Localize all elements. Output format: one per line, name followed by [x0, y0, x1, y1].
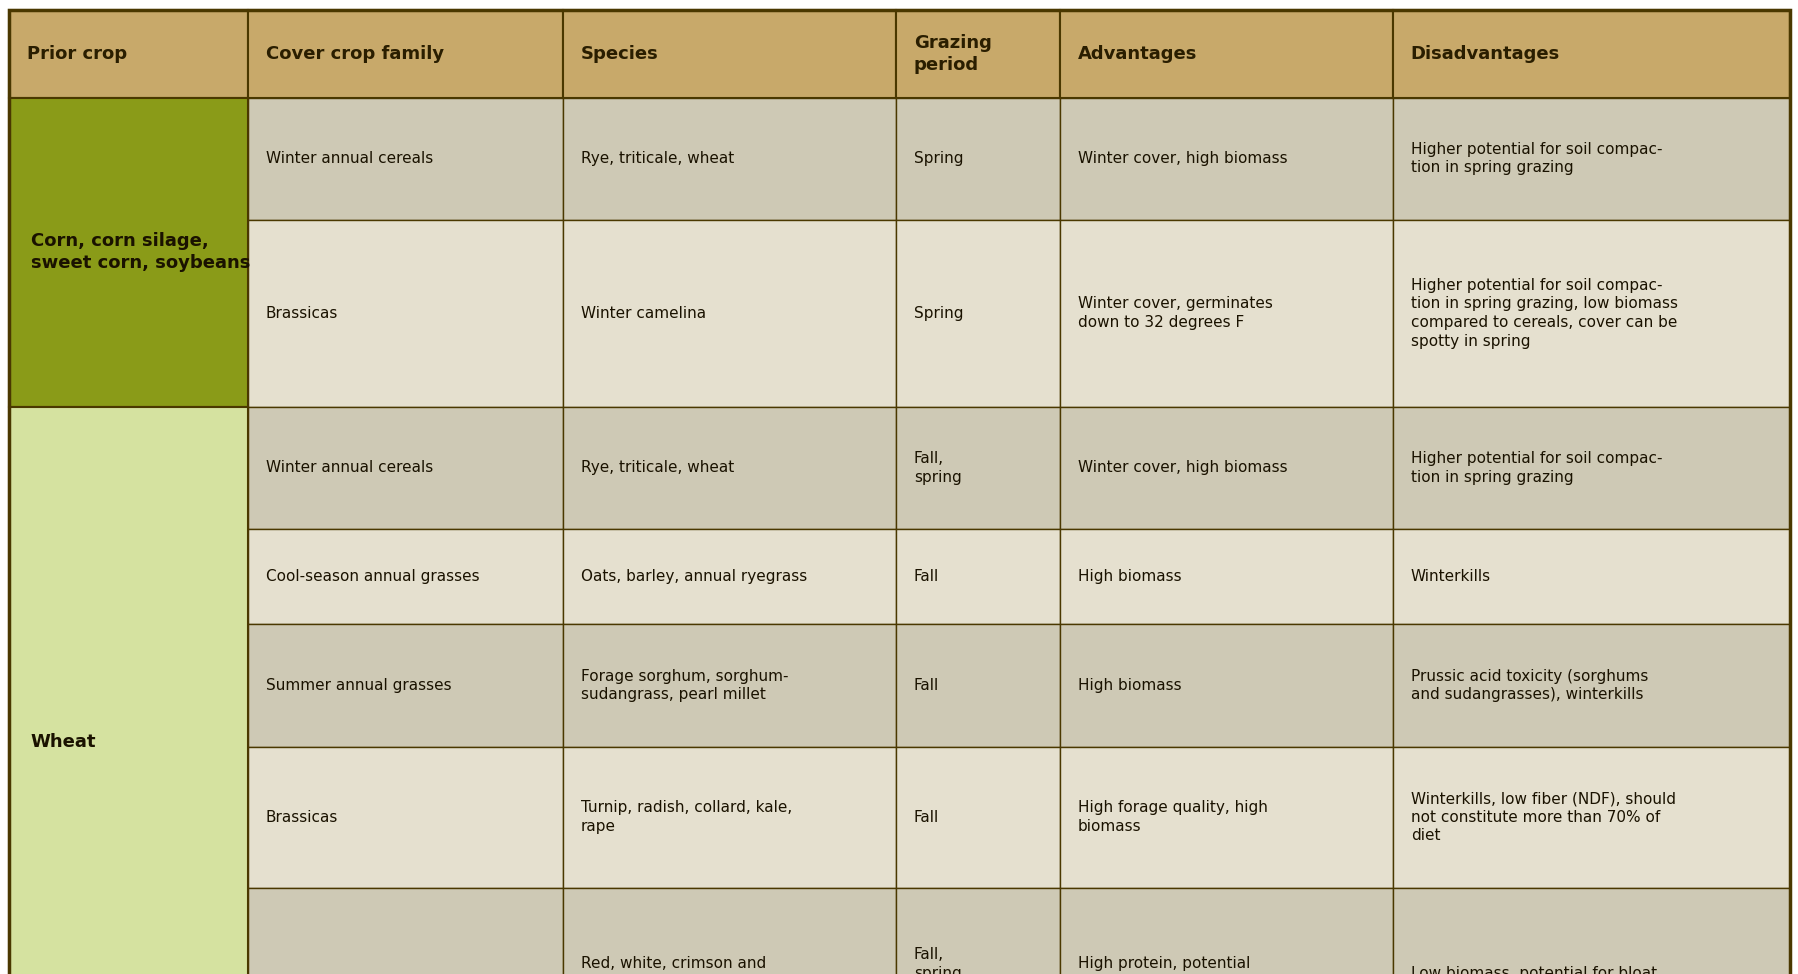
Text: Prior crop: Prior crop — [27, 45, 128, 62]
Text: Winter annual cereals: Winter annual cereals — [266, 461, 433, 475]
Text: Corn, corn silage,
sweet corn, soybeans: Corn, corn silage, sweet corn, soybeans — [31, 232, 250, 273]
Text: Cover crop family: Cover crop family — [266, 45, 444, 62]
Text: Fall: Fall — [913, 678, 939, 693]
Bar — [1059, 529, 1392, 624]
Bar — [248, 407, 563, 529]
Bar — [1059, 10, 1392, 97]
Text: Winter camelina: Winter camelina — [581, 306, 705, 320]
Bar — [1392, 624, 1789, 747]
Text: Grazing
period: Grazing period — [913, 33, 991, 74]
Text: High biomass: High biomass — [1077, 569, 1181, 584]
Text: Fall: Fall — [913, 569, 939, 584]
Text: Disadvantages: Disadvantages — [1410, 45, 1559, 62]
Text: Cool-season annual grasses: Cool-season annual grasses — [266, 569, 478, 584]
Bar — [563, 220, 895, 407]
Text: Spring: Spring — [913, 151, 964, 167]
Bar — [895, 888, 1059, 974]
Bar — [248, 220, 563, 407]
Text: Advantages: Advantages — [1077, 45, 1196, 62]
Text: Species: Species — [581, 45, 658, 62]
Text: Spring: Spring — [913, 306, 964, 320]
Bar — [248, 529, 563, 624]
Bar — [1059, 97, 1392, 220]
Text: High forage quality, high
biomass: High forage quality, high biomass — [1077, 801, 1268, 834]
Text: Fall,
spring: Fall, spring — [913, 451, 962, 485]
Bar — [1059, 747, 1392, 888]
Bar — [563, 747, 895, 888]
Text: Winter annual cereals: Winter annual cereals — [266, 151, 433, 167]
Bar — [895, 97, 1059, 220]
Bar — [1392, 407, 1789, 529]
Text: Brassicas: Brassicas — [266, 306, 338, 320]
Bar — [1392, 529, 1789, 624]
Bar — [1059, 407, 1392, 529]
Bar — [563, 97, 895, 220]
Bar — [895, 220, 1059, 407]
Bar — [248, 97, 563, 220]
Bar — [1392, 747, 1789, 888]
Bar — [563, 529, 895, 624]
Text: Brassicas: Brassicas — [266, 809, 338, 825]
Bar — [895, 747, 1059, 888]
Text: Winterkills, low fiber (NDF), should
not constitute more than 70% of
diet: Winterkills, low fiber (NDF), should not… — [1410, 791, 1676, 843]
Bar — [1059, 888, 1392, 974]
Bar — [248, 624, 563, 747]
Bar — [895, 407, 1059, 529]
Bar — [1392, 97, 1789, 220]
Text: Prussic acid toxicity (sorghums
and sudangrasses), winterkills: Prussic acid toxicity (sorghums and suda… — [1410, 669, 1647, 702]
Text: Rye, triticale, wheat: Rye, triticale, wheat — [581, 461, 734, 475]
Bar — [1392, 10, 1789, 97]
Text: Rye, triticale, wheat: Rye, triticale, wheat — [581, 151, 734, 167]
Text: Summer annual grasses: Summer annual grasses — [266, 678, 451, 693]
Text: Fall,
spring
(red
clover): Fall, spring (red clover) — [913, 947, 966, 974]
Bar — [895, 529, 1059, 624]
Bar — [248, 10, 563, 97]
Text: Higher potential for soil compac-
tion in spring grazing, low biomass
compared t: Higher potential for soil compac- tion i… — [1410, 278, 1678, 349]
Bar — [1059, 624, 1392, 747]
Text: High biomass: High biomass — [1077, 678, 1181, 693]
Bar — [248, 747, 563, 888]
Text: Wheat: Wheat — [31, 732, 95, 751]
Bar — [895, 10, 1059, 97]
Text: Low biomass, potential for bloat
from red, white, crimson and peas: Low biomass, potential for bloat from re… — [1410, 965, 1674, 974]
Text: Winter cover, high biomass: Winter cover, high biomass — [1077, 461, 1287, 475]
Bar — [895, 624, 1059, 747]
Bar — [563, 407, 895, 529]
Text: High protein, potential
nitrogen credit to follow-
ing crop: High protein, potential nitrogen credit … — [1077, 956, 1266, 974]
Bar — [563, 10, 895, 97]
Text: Winter cover, germinates
down to 32 degrees F: Winter cover, germinates down to 32 degr… — [1077, 296, 1271, 330]
Text: Winter cover, high biomass: Winter cover, high biomass — [1077, 151, 1287, 167]
Bar — [248, 888, 563, 974]
Bar — [563, 624, 895, 747]
Bar — [9, 97, 248, 407]
Bar — [9, 407, 248, 974]
Text: Winterkills: Winterkills — [1410, 569, 1491, 584]
Text: Higher potential for soil compac-
tion in spring grazing: Higher potential for soil compac- tion i… — [1410, 451, 1661, 485]
Bar — [1392, 888, 1789, 974]
Bar — [1059, 220, 1392, 407]
Text: Red, white, crimson and
berseem clover; winter and
field peas: Red, white, crimson and berseem clover; … — [581, 956, 791, 974]
Bar — [9, 10, 248, 97]
Text: Fall: Fall — [913, 809, 939, 825]
Text: Forage sorghum, sorghum-
sudangrass, pearl millet: Forage sorghum, sorghum- sudangrass, pea… — [581, 669, 788, 702]
Text: Higher potential for soil compac-
tion in spring grazing: Higher potential for soil compac- tion i… — [1410, 142, 1661, 175]
Text: Oats, barley, annual ryegrass: Oats, barley, annual ryegrass — [581, 569, 807, 584]
Text: Turnip, radish, collard, kale,
rape: Turnip, radish, collard, kale, rape — [581, 801, 791, 834]
Bar — [1392, 220, 1789, 407]
Bar — [563, 888, 895, 974]
